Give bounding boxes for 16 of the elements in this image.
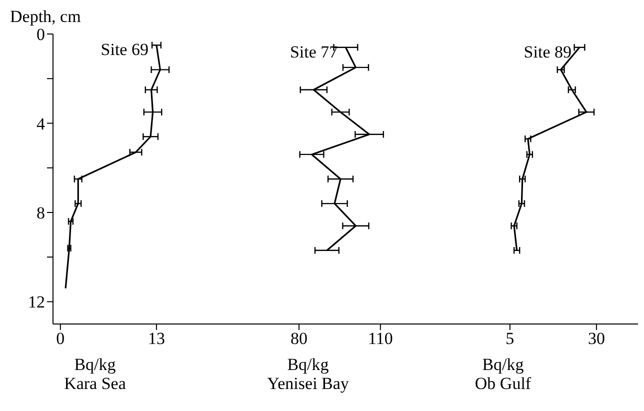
- x-tick-label: 80: [290, 329, 308, 348]
- x-axis-title: Bq/kg Yenisei Bay: [267, 355, 350, 393]
- x-tick-label: 5: [506, 329, 514, 348]
- x-tick-label: 30: [588, 329, 605, 348]
- x-tick-label: 110: [368, 329, 393, 348]
- y-tick-label: 4: [36, 114, 46, 134]
- y-tick-label: 12: [28, 292, 45, 312]
- x-tick-label: 13: [148, 329, 165, 348]
- series-label: Site 69: [100, 40, 148, 60]
- x-tick-label: 0: [56, 329, 65, 348]
- y-tick-label: 8: [36, 203, 45, 222]
- y-axis-title: Depth, cm: [9, 7, 82, 26]
- x-axis-title: Bq/kg Ob Gulf: [474, 355, 532, 393]
- x-axis-title: Bq/kg Kara Sea: [64, 355, 126, 393]
- y-tick-label: 0: [36, 25, 45, 44]
- series-label: Site 89: [524, 42, 572, 62]
